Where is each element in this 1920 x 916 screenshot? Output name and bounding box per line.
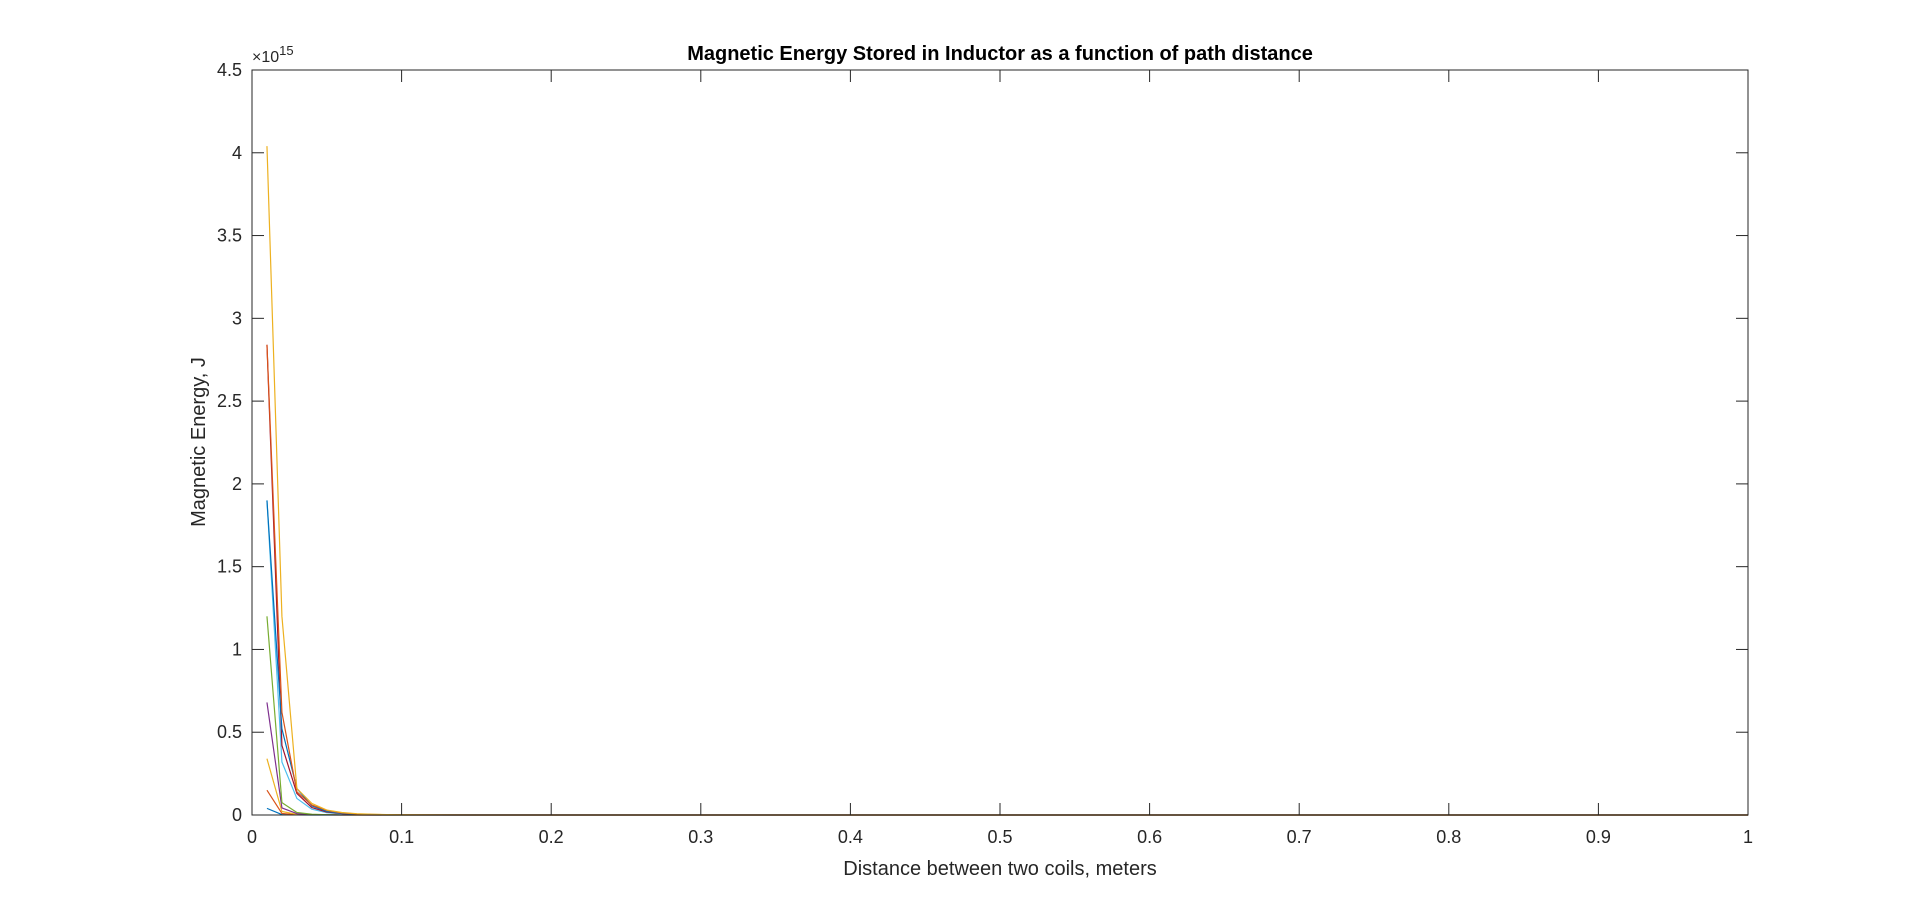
x-tick-label: 0.4 xyxy=(838,827,863,847)
x-axis: 0 0.1 0.2 0.3 0.4 0.5 0.6 0.7 0.8 0.9 1 xyxy=(247,70,1753,847)
x-tick-label: 0.2 xyxy=(539,827,564,847)
x-tick-label: 0.1 xyxy=(389,827,414,847)
y-tick-label: 0 xyxy=(232,805,242,825)
chart-title: Magnetic Energy Stored in Inductor as a … xyxy=(687,43,1313,65)
y-tick-label: 4.5 xyxy=(217,60,242,80)
x-tick-label: 0.5 xyxy=(987,827,1012,847)
y-exponent-base: ×10 xyxy=(252,49,279,66)
plot-area-background xyxy=(252,70,1748,815)
y-tick-label: 3.5 xyxy=(217,226,242,246)
x-axis-label: Distance between two coils, meters xyxy=(843,858,1156,880)
y-tick-label: 4 xyxy=(232,143,242,163)
y-tick-label: 1 xyxy=(232,639,242,659)
y-tick-label: 2 xyxy=(232,474,242,494)
x-tick-label: 1 xyxy=(1743,827,1753,847)
x-tick-label: 0.6 xyxy=(1137,827,1162,847)
x-tick-label: 0.3 xyxy=(688,827,713,847)
y-tick-label: 2.5 xyxy=(217,391,242,411)
y-axis-label: Magnetic Energy, J xyxy=(188,357,210,527)
x-tick-label: 0.7 xyxy=(1287,827,1312,847)
y-exponent-power: 15 xyxy=(279,43,293,58)
x-tick-label: 0.8 xyxy=(1436,827,1461,847)
x-tick-label: 0 xyxy=(247,827,257,847)
y-tick-label: 3 xyxy=(232,308,242,328)
y-tick-label: 0.5 xyxy=(217,722,242,742)
y-tick-label: 1.5 xyxy=(217,557,242,577)
x-tick-label: 0.9 xyxy=(1586,827,1611,847)
y-exponent-label: ×1015 xyxy=(252,43,294,66)
y-axis: 0 0.5 1 1.5 2 2.5 3 3.5 4 4.5 xyxy=(217,60,1748,825)
